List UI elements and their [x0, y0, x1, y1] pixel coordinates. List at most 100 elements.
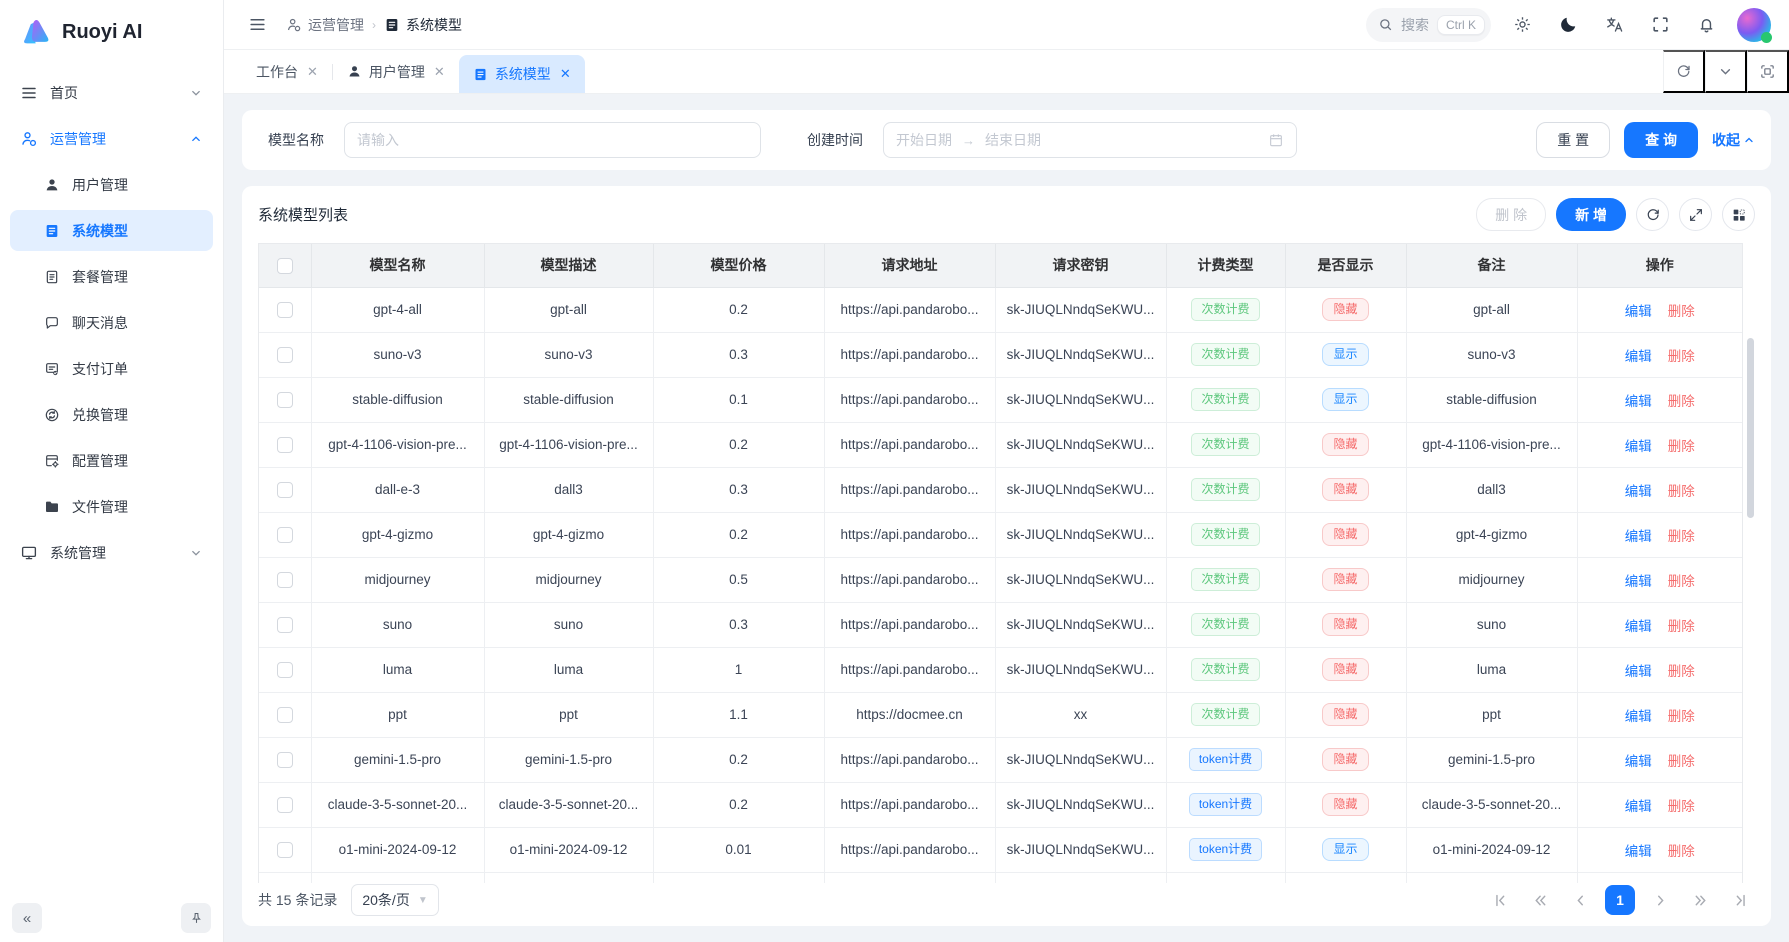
- row-checkbox[interactable]: [276, 481, 293, 498]
- content-fullscreen-icon[interactable]: [1747, 50, 1789, 93]
- tab-用户管理[interactable]: 用户管理 ✕: [333, 50, 459, 93]
- table-scrollbar-thumb[interactable]: [1747, 338, 1754, 518]
- delete-link[interactable]: 删除: [1667, 708, 1695, 724]
- back-five-pages-icon[interactable]: [1525, 885, 1555, 915]
- edit-link[interactable]: 编辑: [1624, 348, 1652, 364]
- sidebar-item-系统管理[interactable]: 系统管理: [10, 532, 213, 573]
- edit-link[interactable]: 编辑: [1624, 843, 1652, 859]
- edit-link[interactable]: 编辑: [1624, 663, 1652, 679]
- delete-link[interactable]: 删除: [1667, 843, 1695, 859]
- visibility-cell: 隐藏: [1284, 556, 1407, 603]
- fullscreen-icon[interactable]: [1645, 10, 1675, 40]
- refresh-table-icon[interactable]: [1636, 198, 1669, 231]
- column-settings-icon[interactable]: [1722, 198, 1755, 231]
- next-page-icon[interactable]: [1645, 885, 1675, 915]
- select-all-checkbox[interactable]: [276, 257, 293, 274]
- search-button[interactable]: 查 询: [1624, 122, 1698, 158]
- delete-link[interactable]: 删除: [1667, 753, 1695, 769]
- row-checkbox[interactable]: [276, 391, 293, 408]
- pin-sidebar-button[interactable]: [181, 903, 211, 933]
- close-tab-icon[interactable]: ✕: [559, 66, 571, 81]
- edit-link[interactable]: 编辑: [1624, 303, 1652, 319]
- close-tab-icon[interactable]: ✕: [307, 63, 318, 79]
- add-model-button[interactable]: 新 增: [1556, 198, 1626, 231]
- sidebar-item-用户管理[interactable]: 用户管理: [10, 164, 213, 205]
- delete-selected-button[interactable]: 删 除: [1476, 198, 1547, 231]
- delete-link[interactable]: 删除: [1667, 528, 1695, 544]
- row-checkbox[interactable]: [276, 346, 293, 363]
- current-page-button[interactable]: 1: [1605, 885, 1635, 915]
- sidebar-item-配置管理[interactable]: 配置管理: [10, 440, 213, 481]
- edit-link[interactable]: 编辑: [1624, 753, 1652, 769]
- edit-link[interactable]: 编辑: [1624, 573, 1652, 589]
- last-page-icon[interactable]: [1725, 885, 1755, 915]
- breadcrumb-item-operations[interactable]: 运营管理: [286, 15, 364, 35]
- sidebar-item-首页[interactable]: 首页: [10, 72, 213, 113]
- tab-工作台[interactable]: 工作台 ✕: [242, 50, 332, 93]
- delete-link[interactable]: 删除: [1667, 663, 1695, 679]
- delete-link[interactable]: 删除: [1667, 438, 1695, 454]
- edit-link[interactable]: 编辑: [1624, 798, 1652, 814]
- model-list-card: 系统模型列表 删 除 新 增: [242, 186, 1771, 926]
- row-checkbox[interactable]: [276, 436, 293, 453]
- date-range-input[interactable]: 开始日期 → 结束日期: [883, 122, 1297, 158]
- first-page-icon[interactable]: [1485, 885, 1515, 915]
- model-name-input[interactable]: [344, 122, 761, 158]
- row-checkbox[interactable]: [276, 841, 293, 858]
- model-desc-cell: suno: [483, 601, 654, 648]
- operate-icon: [20, 130, 38, 148]
- row-checkbox[interactable]: [276, 616, 293, 633]
- row-checkbox[interactable]: [276, 661, 293, 678]
- sidebar-item-文件管理[interactable]: 文件管理: [10, 486, 213, 527]
- collapse-sidebar-button[interactable]: «: [12, 903, 42, 933]
- sidebar-item-系统模型[interactable]: 系统模型: [10, 210, 213, 251]
- dark-mode-moon-icon[interactable]: [1553, 10, 1583, 40]
- settings-gear-icon[interactable]: [1507, 10, 1537, 40]
- edit-link[interactable]: 编辑: [1624, 393, 1652, 409]
- sidebar-item-运营管理[interactable]: 运营管理: [10, 118, 213, 159]
- forward-five-pages-icon[interactable]: [1685, 885, 1715, 915]
- breadcrumb-item-system-model[interactable]: 系统模型: [384, 15, 462, 35]
- close-tab-icon[interactable]: ✕: [433, 63, 445, 79]
- delete-link[interactable]: 删除: [1667, 618, 1695, 634]
- notifications-bell-icon[interactable]: [1691, 10, 1721, 40]
- tab-menu-chevron-icon[interactable]: [1705, 50, 1747, 93]
- expand-table-icon[interactable]: [1679, 198, 1712, 231]
- sidebar-item-支付订单[interactable]: 支付订单: [10, 348, 213, 389]
- delete-link[interactable]: 删除: [1667, 798, 1695, 814]
- global-search[interactable]: 搜索 Ctrl K: [1366, 7, 1491, 42]
- delete-link[interactable]: 删除: [1667, 393, 1695, 409]
- row-checkbox[interactable]: [276, 706, 293, 723]
- model-price-cell: 0.1: [652, 376, 825, 423]
- edit-link[interactable]: 编辑: [1624, 438, 1652, 454]
- row-select-cell: [259, 781, 312, 828]
- tab-系统模型[interactable]: 系统模型 ✕: [458, 55, 585, 93]
- delete-link[interactable]: 删除: [1667, 573, 1695, 589]
- column-header: 操作: [1576, 244, 1742, 288]
- row-checkbox[interactable]: [276, 571, 293, 588]
- delete-link[interactable]: 删除: [1667, 303, 1695, 319]
- sidebar-item-兑换管理[interactable]: 兑换管理: [10, 394, 213, 435]
- edit-link[interactable]: 编辑: [1624, 483, 1652, 499]
- sidebar-item-套餐管理[interactable]: 套餐管理: [10, 256, 213, 297]
- row-checkbox[interactable]: [276, 796, 293, 813]
- tab-label: 工作台: [256, 63, 298, 80]
- language-translate-icon[interactable]: [1599, 10, 1629, 40]
- delete-link[interactable]: 删除: [1667, 483, 1695, 499]
- refresh-page-icon[interactable]: [1663, 50, 1705, 93]
- edit-link[interactable]: 编辑: [1624, 528, 1652, 544]
- page-size-select[interactable]: 20条/页 ▼: [351, 884, 439, 916]
- row-checkbox[interactable]: [276, 751, 293, 768]
- user-avatar[interactable]: [1737, 7, 1772, 43]
- reset-button[interactable]: 重 置: [1536, 122, 1611, 158]
- previous-page-icon[interactable]: [1565, 885, 1595, 915]
- edit-link[interactable]: 编辑: [1624, 708, 1652, 724]
- row-checkbox[interactable]: [276, 301, 293, 318]
- breadcrumb-label: 运营管理: [308, 16, 364, 33]
- row-checkbox[interactable]: [276, 526, 293, 543]
- collapse-filter-link[interactable]: 收起: [1712, 130, 1755, 150]
- hamburger-menu-icon[interactable]: [242, 10, 272, 40]
- sidebar-item-聊天消息[interactable]: 聊天消息: [10, 302, 213, 343]
- delete-link[interactable]: 删除: [1667, 348, 1695, 364]
- edit-link[interactable]: 编辑: [1624, 618, 1652, 634]
